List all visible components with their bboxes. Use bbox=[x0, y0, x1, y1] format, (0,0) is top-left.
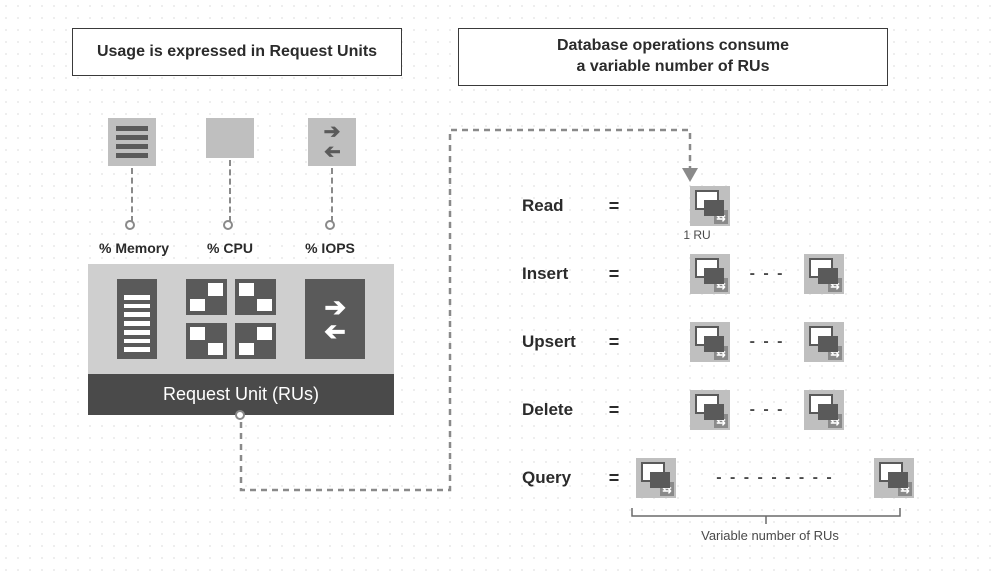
iops-connector bbox=[331, 168, 333, 222]
equals-sign: = bbox=[606, 264, 622, 285]
op-label-read: Read bbox=[522, 196, 592, 216]
ru-icon: ⇆ bbox=[690, 390, 730, 430]
ru-icon: ⇆ bbox=[636, 458, 676, 498]
equals-sign: = bbox=[606, 332, 622, 353]
op-label-upsert: Upsert bbox=[522, 332, 592, 352]
right-title-box: Database operations consume a variable n… bbox=[458, 28, 888, 86]
op-row-insert: Insert = ⇆ - - - ⇆ bbox=[522, 254, 844, 294]
ru-icon: ⇆ bbox=[874, 458, 914, 498]
op-row-upsert: Upsert = ⇆ - - - ⇆ bbox=[522, 322, 844, 362]
op-row-query: Query = ⇆ - - - - - - - - - ⇆ bbox=[522, 458, 914, 498]
dash-span: - - - - - - - - - bbox=[690, 469, 860, 487]
request-unit-resources: ➔➔ bbox=[88, 264, 394, 374]
iops-label: % IOPS bbox=[300, 240, 360, 256]
op-label-delete: Delete bbox=[522, 400, 592, 420]
memory-connector-dot bbox=[125, 220, 135, 230]
memory-label: % Memory bbox=[94, 240, 174, 256]
ru-icon: ⇆ bbox=[804, 390, 844, 430]
left-title-text: Usage is expressed in Request Units bbox=[97, 42, 377, 63]
equals-sign: = bbox=[606, 468, 622, 489]
cpu-label: % CPU bbox=[200, 240, 260, 256]
arrowhead-icon bbox=[682, 168, 698, 182]
cpu-connector-dot bbox=[223, 220, 233, 230]
read-1ru-label: 1 RU bbox=[674, 228, 720, 242]
dash-span: - - - bbox=[744, 333, 790, 351]
ru-icon: ⇆ bbox=[804, 254, 844, 294]
cpu-big-icon bbox=[186, 279, 276, 359]
op-label-insert: Insert bbox=[522, 264, 592, 284]
op-label-query: Query bbox=[522, 468, 592, 488]
cpu-connector bbox=[229, 160, 231, 222]
ru-icon: ⇆ bbox=[804, 322, 844, 362]
dash-span: - - - bbox=[744, 265, 790, 283]
ru-icon: ⇆ bbox=[690, 322, 730, 362]
memory-icon bbox=[108, 118, 156, 166]
cpu-icon bbox=[206, 118, 254, 158]
memory-big-icon bbox=[117, 279, 157, 359]
ru-icon: ⇆ bbox=[690, 254, 730, 294]
left-title-box: Usage is expressed in Request Units bbox=[72, 28, 402, 76]
op-row-read: Read = ⇆ bbox=[522, 186, 730, 226]
ru-icon: ⇆ bbox=[690, 186, 730, 226]
right-title-text: Database operations consume a variable n… bbox=[557, 36, 789, 78]
iops-icon: ➔➔ bbox=[308, 118, 356, 166]
iops-big-icon: ➔➔ bbox=[305, 279, 365, 359]
iops-connector-dot bbox=[325, 220, 335, 230]
request-unit-label: Request Unit (RUs) bbox=[88, 374, 394, 415]
ru-block-connector-dot bbox=[235, 410, 245, 420]
variable-rus-label: Variable number of RUs bbox=[690, 528, 850, 543]
request-unit-block: ➔➔ Request Unit (RUs) bbox=[88, 264, 394, 415]
equals-sign: = bbox=[606, 400, 622, 421]
equals-sign: = bbox=[606, 196, 622, 217]
dash-span: - - - bbox=[744, 401, 790, 419]
op-row-delete: Delete = ⇆ - - - ⇆ bbox=[522, 390, 844, 430]
memory-connector bbox=[131, 168, 133, 222]
